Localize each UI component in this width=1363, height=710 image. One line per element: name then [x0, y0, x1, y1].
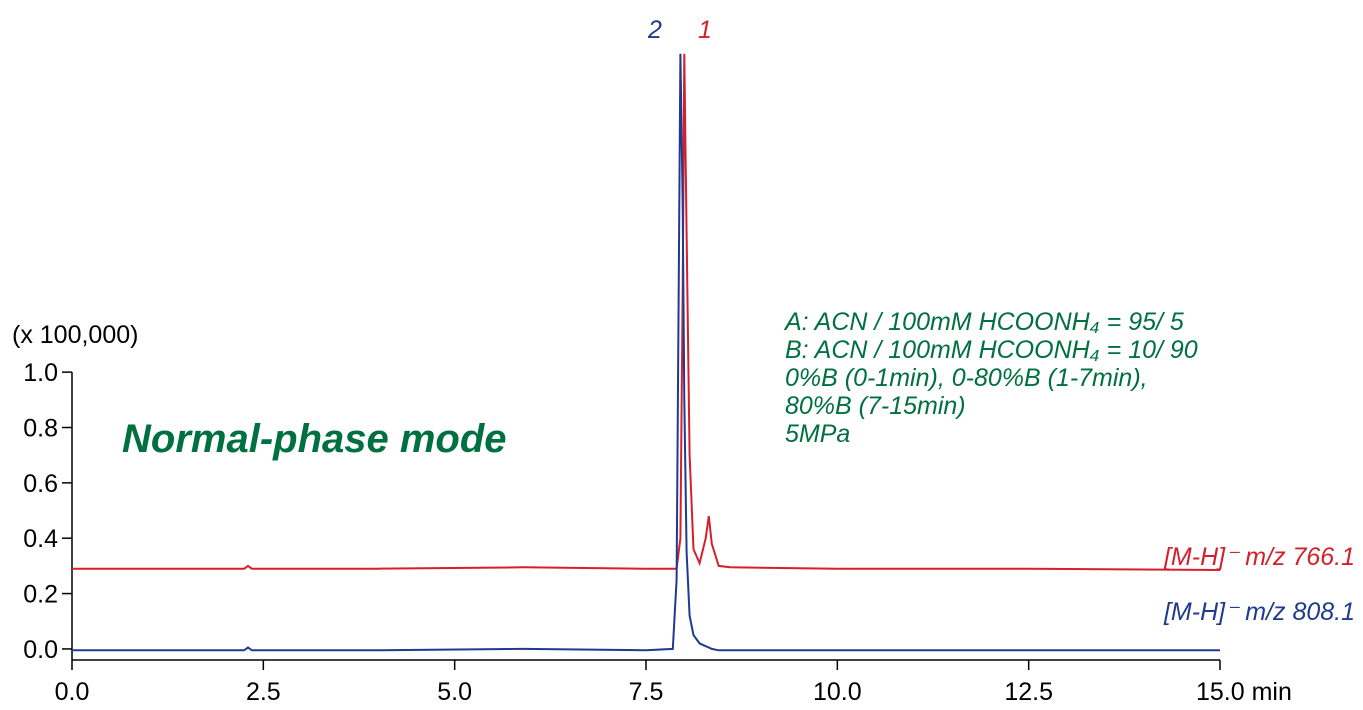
series-label: [M-H]⁻ m/z 808.1: [1163, 598, 1355, 626]
condition-note: 80%B (7-15min): [785, 392, 966, 420]
x-tick-label: 7.5: [629, 678, 664, 706]
y-tick-label: 0.6: [23, 470, 58, 498]
peak-label: 1: [698, 16, 712, 44]
condition-note: B: ACN / 100mM HCOONH₄ = 10/ 90: [785, 336, 1198, 364]
x-tick-label: 15.0 min: [1196, 678, 1292, 706]
condition-note: 5MPa: [785, 420, 850, 448]
x-tick-label: 2.5: [246, 678, 281, 706]
series-line: [72, 53, 1220, 652]
x-tick-label: 10.0: [813, 678, 862, 706]
x-tick-label: 12.5: [1004, 678, 1053, 706]
x-tick-label: 5.0: [437, 678, 472, 706]
x-tick-label: 0.0: [55, 678, 90, 706]
condition-note: A: ACN / 100mM HCOONH₄ = 95/ 5: [783, 308, 1184, 336]
mode-label: Normal-phase mode: [122, 417, 507, 461]
condition-note: 0%B (0-1min), 0-80%B (1-7min),: [785, 364, 1148, 392]
peak-label: 2: [647, 16, 662, 44]
y-tick-label: 1.0: [23, 359, 58, 387]
y-unit-label: (x 100,000): [12, 321, 138, 349]
y-tick-label: 0.8: [23, 415, 58, 443]
y-tick-label: 0.0: [23, 636, 58, 664]
y-tick-label: 0.2: [23, 581, 58, 609]
series-label: [M-H]⁻ m/z 766.1: [1163, 543, 1355, 571]
y-tick-label: 0.4: [23, 525, 58, 553]
